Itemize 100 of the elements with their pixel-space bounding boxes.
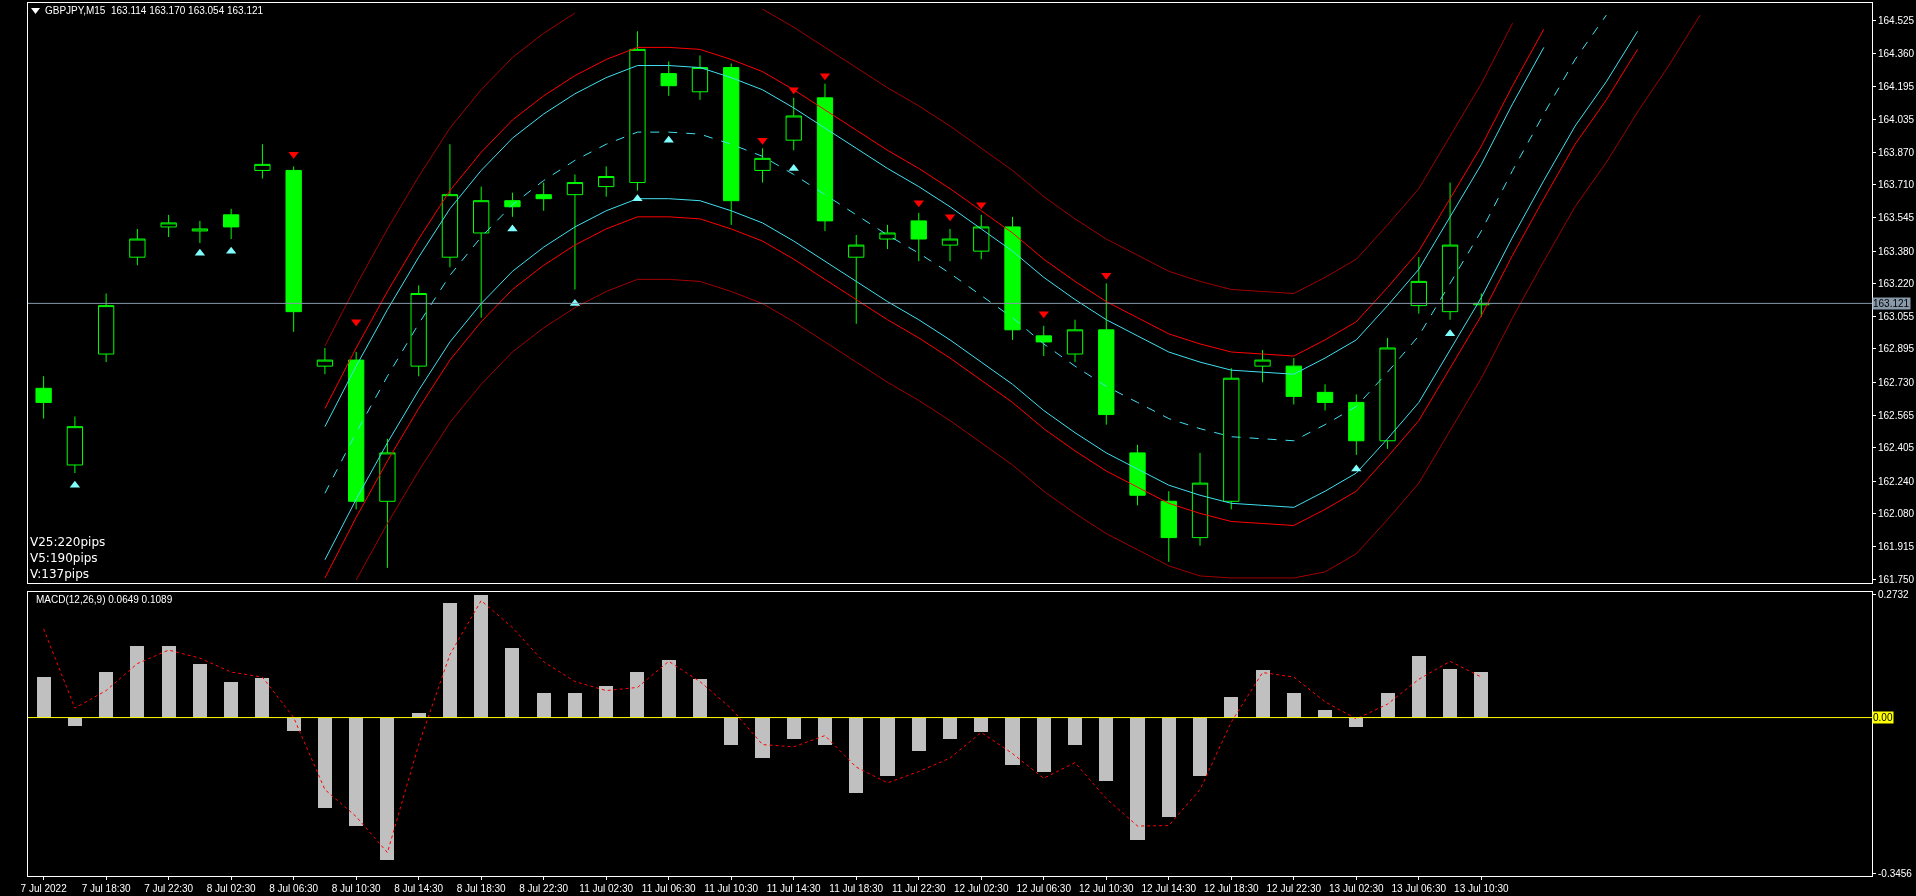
x-tick-label: 7 Jul 18:30: [81, 883, 132, 894]
y-tick-label: 163.380: [1878, 245, 1915, 257]
candlestick: [1285, 357, 1302, 405]
x-tick-label: 12 Jul 22:30: [1266, 883, 1322, 894]
bar: [474, 594, 489, 718]
x-tick-label: 8 Jul 06:30: [269, 883, 319, 894]
y-tick-label: 161.750: [1878, 574, 1915, 586]
bar: [1443, 668, 1458, 718]
x-tick-label: 12 Jul 10:30: [1079, 883, 1134, 894]
y-tick-label: 163.870: [1878, 146, 1915, 158]
y-tick-label: 162.730: [1878, 376, 1915, 388]
x-tick-label: 12 Jul 14:30: [1141, 883, 1197, 894]
bar: [755, 717, 770, 759]
y-tick-label: 162.240: [1878, 475, 1915, 487]
y-tick-label: 162.080: [1878, 507, 1915, 519]
bar: [630, 672, 645, 718]
bar: [1161, 717, 1176, 817]
candlestick: [598, 165, 615, 198]
candlestick: [1379, 337, 1396, 450]
candlestick: [848, 234, 865, 325]
candlestick: [1098, 282, 1115, 426]
y-tick-label: 162.565: [1878, 410, 1915, 422]
x-tick-label: 11 Jul 18:30: [829, 883, 884, 894]
candlestick: [1191, 452, 1209, 547]
annotation: V:137pips: [30, 567, 89, 581]
y-tick-label: 161.915: [1878, 541, 1915, 553]
candlestick: [129, 228, 146, 266]
y-tick-label: 164.195: [1878, 81, 1915, 93]
y-tick-label: 162.895: [1878, 343, 1915, 355]
bar: [1036, 717, 1051, 773]
x-tick-label: 11 Jul 02:30: [579, 883, 634, 894]
y-tick-label: 162.405: [1878, 442, 1915, 454]
candlestick: [629, 30, 646, 192]
candlestick: [410, 284, 427, 377]
x-tick-label: 11 Jul 22:30: [891, 883, 947, 894]
bar: [224, 682, 239, 718]
x-tick-label: 7 Jul 22:30: [144, 883, 194, 894]
candlestick: [35, 375, 52, 420]
candlestick: [691, 54, 709, 101]
x-tick-label: 8 Jul 02:30: [206, 883, 257, 894]
candlestick: [160, 214, 177, 238]
bar: [380, 717, 395, 860]
candlestick: [879, 224, 896, 250]
candlestick: [785, 97, 802, 151]
candlestick: [379, 438, 396, 569]
candlestick: [1129, 444, 1146, 506]
bar: [130, 645, 145, 718]
point: [757, 137, 768, 145]
y-tick-label: 164.035: [1878, 113, 1915, 125]
candlestick: [723, 63, 740, 226]
bar: [1130, 717, 1145, 840]
bar: [286, 717, 301, 732]
bar: [1380, 692, 1395, 718]
bar: [1286, 692, 1301, 718]
candlestick: [441, 143, 459, 268]
candlestick: [1316, 383, 1334, 412]
bar: [99, 672, 114, 718]
point: [788, 163, 799, 171]
bar: [1099, 717, 1114, 781]
y-tick-label: 163.545: [1878, 212, 1915, 224]
y-tick-label: -0.3456: [1878, 867, 1913, 879]
ref-line-label: 0.00: [1873, 712, 1893, 723]
point: [913, 200, 924, 208]
candlestick: [1410, 256, 1427, 315]
candlestick: [941, 228, 959, 262]
candlestick: [754, 147, 771, 184]
bar: [1474, 672, 1489, 718]
x-tick-label: 13 Jul 10:30: [1454, 883, 1509, 894]
candlestick: [1160, 490, 1177, 563]
point: [1351, 464, 1362, 472]
candlestick: [910, 212, 927, 262]
bar: [942, 717, 958, 739]
x-tick-label: 12 Jul 02:30: [954, 883, 1009, 894]
x-tick-label: 12 Jul 18:30: [1204, 883, 1259, 894]
bar: [1005, 717, 1020, 765]
bar: [442, 602, 457, 718]
bar: [786, 717, 801, 740]
candlestick: [473, 186, 490, 319]
candlestick: [660, 61, 677, 97]
chart-title: MACD(12,26,9) 0.0649 0.1089: [36, 594, 173, 605]
bar: [349, 717, 364, 827]
candlestick: [348, 351, 365, 510]
bar: [255, 677, 270, 718]
bar: [36, 677, 51, 718]
candlestick: [1348, 393, 1365, 456]
x-tick-label: 13 Jul 02:30: [1329, 883, 1384, 894]
bar: [536, 692, 551, 718]
x-tick-label: 8 Jul 22:30: [519, 883, 569, 894]
candlestick: [1035, 325, 1052, 357]
bar: [1349, 717, 1364, 727]
chart-title: GBPJPY,M15 163.114 163.170 163.054 163.121: [45, 5, 264, 16]
candlestick: [1004, 216, 1021, 341]
bar: [317, 717, 332, 808]
candlestick: [504, 192, 521, 218]
candlestick: [66, 416, 84, 474]
bar: [849, 717, 864, 793]
bar: [974, 717, 989, 733]
bar: [1224, 697, 1239, 718]
y-tick-label: 163.055: [1878, 311, 1915, 323]
point: [976, 202, 987, 210]
